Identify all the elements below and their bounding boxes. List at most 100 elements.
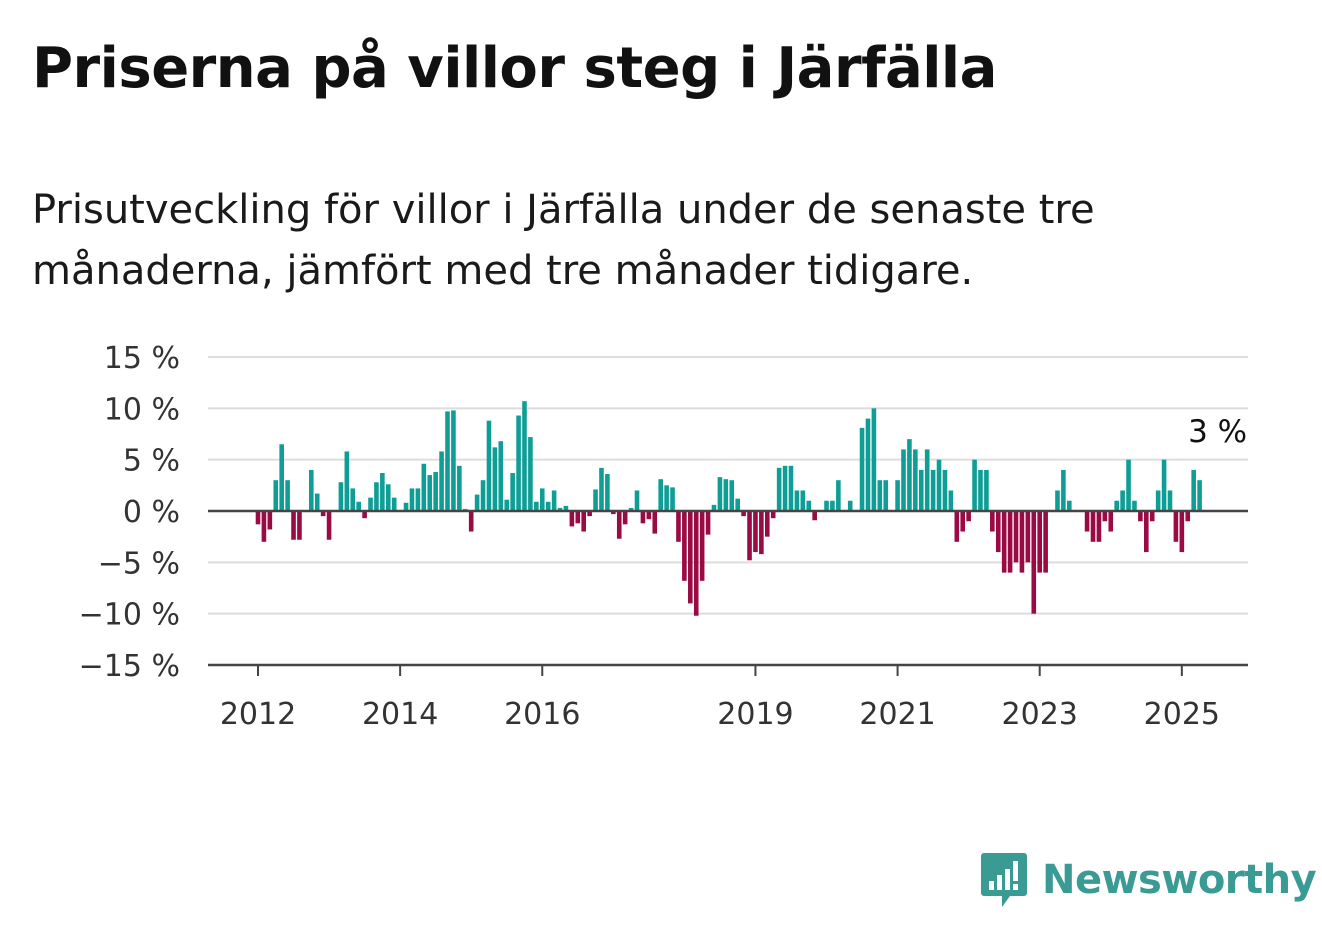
bar (693, 511, 699, 616)
bar (907, 439, 912, 511)
bar (1132, 500, 1137, 511)
bar (439, 451, 444, 511)
bar (1185, 511, 1191, 522)
bar (699, 511, 705, 581)
bar (824, 500, 829, 511)
y-tick-label: 10 % (104, 392, 180, 427)
bar (966, 511, 971, 522)
bar (1144, 511, 1149, 553)
bar (545, 501, 551, 511)
bar (764, 511, 770, 537)
x-tick-label: 2023 (1002, 697, 1078, 732)
bar (504, 499, 510, 511)
bar (978, 469, 983, 511)
bar (338, 482, 344, 511)
bar (593, 489, 598, 511)
tick-labels: 15 % 10 % 5 % 0 % −5 % −10 % −15 % 2012 2014 2016… (79, 341, 1251, 732)
bar (942, 469, 948, 511)
bar (717, 477, 723, 511)
bar (551, 490, 557, 511)
bar (1161, 459, 1167, 511)
bar (314, 493, 320, 511)
bar (1197, 480, 1202, 511)
bar (859, 427, 865, 511)
bar (510, 473, 515, 511)
bar (261, 511, 267, 542)
bar (534, 501, 539, 511)
bar (990, 511, 995, 532)
bar (1084, 511, 1090, 532)
bar (901, 449, 906, 511)
bar (1043, 511, 1048, 573)
bar (391, 497, 397, 511)
newsworthy-logo: Newsworthy (980, 850, 1317, 910)
bar (563, 505, 569, 511)
bar (1037, 511, 1042, 573)
bar (776, 467, 782, 511)
bar (1001, 511, 1007, 573)
bar (924, 449, 930, 511)
bar (1155, 490, 1161, 511)
bar (640, 511, 646, 524)
bar (350, 488, 356, 511)
bar (972, 459, 977, 511)
bar (877, 480, 883, 511)
bar (1138, 511, 1143, 522)
bar (723, 479, 729, 511)
bar (528, 437, 533, 511)
bar (451, 410, 456, 511)
newsworthy-logo-icon (981, 853, 1027, 907)
bar (344, 451, 350, 511)
bar (522, 401, 527, 511)
bar (1061, 469, 1066, 511)
bar (1031, 511, 1037, 614)
bars (255, 401, 1202, 616)
bar-chart: 15 % 10 % 5 % 0 % −5 % −10 % −15 % 2012 2014 2016… (79, 341, 1251, 732)
x-tick-label: 2016 (504, 697, 580, 732)
bar (1013, 511, 1019, 563)
bar (646, 511, 652, 520)
bar (918, 469, 924, 511)
bar (705, 511, 711, 535)
bar (427, 475, 433, 511)
bar (1019, 511, 1025, 573)
bar (984, 469, 989, 511)
bar (954, 511, 960, 542)
bar (806, 500, 812, 511)
bar (581, 511, 587, 532)
bar (741, 511, 746, 517)
y-tick-label: −15 % (79, 649, 180, 684)
bar (1167, 490, 1173, 511)
y-tick-label: −5 % (98, 546, 180, 581)
bar (557, 507, 563, 511)
newsworthy-logo-text: Newsworthy (1042, 857, 1317, 903)
bar (297, 511, 302, 540)
bar (622, 511, 628, 525)
bar (498, 441, 504, 511)
bar (255, 511, 261, 525)
bar (682, 511, 687, 581)
x-tick-label: 2019 (717, 697, 793, 732)
bar (1191, 469, 1196, 511)
bar (445, 411, 450, 511)
bar (279, 444, 284, 511)
bar (1173, 511, 1179, 542)
bar (433, 471, 438, 511)
bar (516, 415, 521, 511)
bar (729, 480, 735, 511)
chart-title: Priserna på villor steg i Järfälla (32, 36, 997, 101)
y-tick-label: 15 % (104, 341, 180, 376)
bar (326, 511, 332, 540)
bar (611, 511, 616, 515)
bar (356, 501, 361, 511)
bar (285, 480, 290, 511)
bar (362, 511, 367, 519)
bar (1055, 490, 1060, 511)
bar (782, 465, 788, 511)
bar (291, 511, 296, 540)
bar (409, 488, 415, 511)
bar (960, 511, 966, 532)
bar (711, 504, 717, 511)
y-tick-label: 0 % (123, 495, 180, 530)
bar (273, 480, 279, 511)
